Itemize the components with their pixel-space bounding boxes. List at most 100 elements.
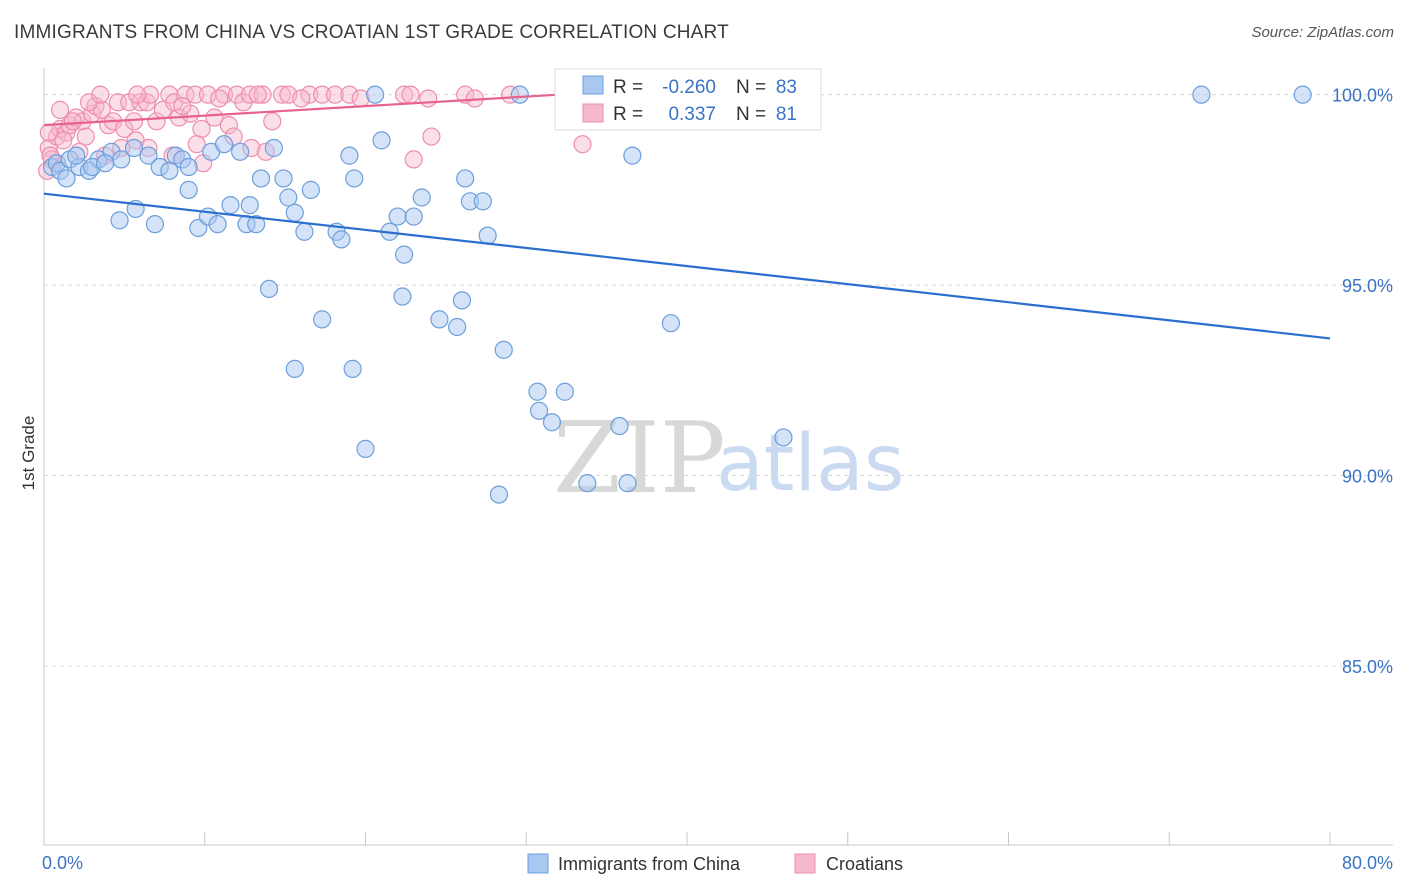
china-point (110, 211, 129, 230)
croatians-point (140, 85, 160, 104)
china-point (312, 310, 332, 329)
stats-r-label-croatians: R = (613, 104, 643, 125)
source-credit: Source: ZipAtlas.com (1251, 24, 1394, 41)
croatians-point (198, 85, 218, 104)
china-point (412, 188, 431, 207)
china-point (489, 485, 509, 504)
stats-n-value-china: 83 (776, 77, 797, 98)
croatians-point (39, 123, 58, 142)
y-tick-label: 95.0% (1342, 276, 1393, 296)
china-point (456, 169, 475, 188)
china-point (57, 169, 76, 188)
croatians-point (205, 108, 224, 127)
chart-title: IMMIGRANTS FROM CHINA VS CROATIAN 1ST GR… (14, 22, 729, 43)
stats-n-label-croatians: N = (736, 104, 766, 125)
croatians-point (210, 89, 229, 108)
china-point (528, 382, 547, 401)
croatians-point (401, 85, 420, 104)
x-axis-ticks (43, 832, 1331, 845)
china-point (494, 340, 513, 359)
stats-swatch-china (582, 75, 604, 95)
croatians-point (422, 127, 441, 146)
croatians-point (312, 85, 332, 104)
china-point (179, 157, 198, 177)
croatians-point (292, 89, 311, 108)
croatians-point (272, 85, 292, 104)
croatians-point (186, 85, 205, 104)
croatians-point (187, 135, 206, 154)
china-point (530, 401, 549, 420)
x-tick-label-max: 80.0% (1342, 853, 1393, 873)
legend-swatch-croatians (794, 853, 816, 874)
china-point (214, 135, 234, 154)
china-point (340, 146, 359, 165)
croatians-point (76, 127, 95, 146)
stats-swatch-croatians (582, 103, 604, 123)
china-point (372, 131, 391, 150)
croatians-point (91, 85, 110, 104)
china-point (139, 146, 158, 165)
china-point (404, 207, 423, 226)
legend-label-croatians: Croatians (826, 854, 903, 874)
china-point (430, 310, 449, 329)
china-point (473, 192, 492, 211)
stats-n-value-croatians: 81 (776, 104, 797, 125)
stats-r-label-china: R = (613, 77, 643, 98)
china-point (301, 180, 320, 199)
china-point (661, 314, 681, 333)
china-point (247, 215, 266, 234)
china-point (555, 382, 574, 401)
y-tick-label: 100.0% (1332, 86, 1393, 106)
croatians-point (128, 85, 147, 104)
legend: Immigrants from China Croatians (527, 853, 903, 874)
croatians-point (227, 85, 246, 104)
china-point (295, 222, 314, 241)
china-point (623, 146, 642, 165)
china-point (542, 413, 562, 432)
china-point (345, 169, 364, 188)
china-point (618, 474, 637, 493)
croatians-point (234, 93, 253, 112)
china-point (448, 317, 467, 337)
croatians-point (263, 112, 282, 131)
croatians-point (404, 150, 423, 169)
china-point (394, 245, 414, 264)
china-point (259, 279, 279, 299)
y-axis-tick-labels: 85.0% 90.0% 95.0% 100.0% (1332, 86, 1393, 677)
croatians-point (176, 85, 195, 104)
croatians-point (219, 116, 238, 135)
china-point (124, 138, 144, 158)
croatians-point (248, 85, 267, 104)
x-tick-label-min: 0.0% (42, 853, 83, 873)
china-point (179, 180, 198, 199)
china-point (1293, 85, 1312, 104)
china-point (366, 85, 385, 104)
china-point (452, 291, 472, 310)
china-point (1192, 85, 1211, 104)
croatians-point (253, 85, 272, 104)
china-point (251, 169, 271, 188)
stats-r-value-china: -0.260 (662, 77, 716, 98)
croatians-point (54, 131, 73, 150)
china-point (67, 146, 86, 165)
gridlines (44, 94, 1393, 667)
china-point (264, 138, 283, 158)
china-point (240, 196, 259, 215)
legend-swatch-china (527, 853, 549, 874)
stats-n-label-china: N = (736, 77, 766, 98)
y-tick-label: 85.0% (1342, 657, 1393, 677)
china-point (221, 196, 240, 215)
china-point (145, 215, 165, 234)
croatians-point (325, 85, 345, 104)
china-trend-line (43, 192, 1331, 340)
china-point (356, 439, 375, 458)
china-point (208, 215, 227, 234)
china-point (231, 142, 250, 161)
croatians-point (573, 135, 592, 154)
watermark-zip: ZIP (553, 402, 726, 516)
china-point (160, 161, 179, 180)
china-point (774, 428, 793, 447)
legend-label-china: Immigrants from China (558, 854, 741, 874)
croatians-trend-line (43, 93, 559, 127)
